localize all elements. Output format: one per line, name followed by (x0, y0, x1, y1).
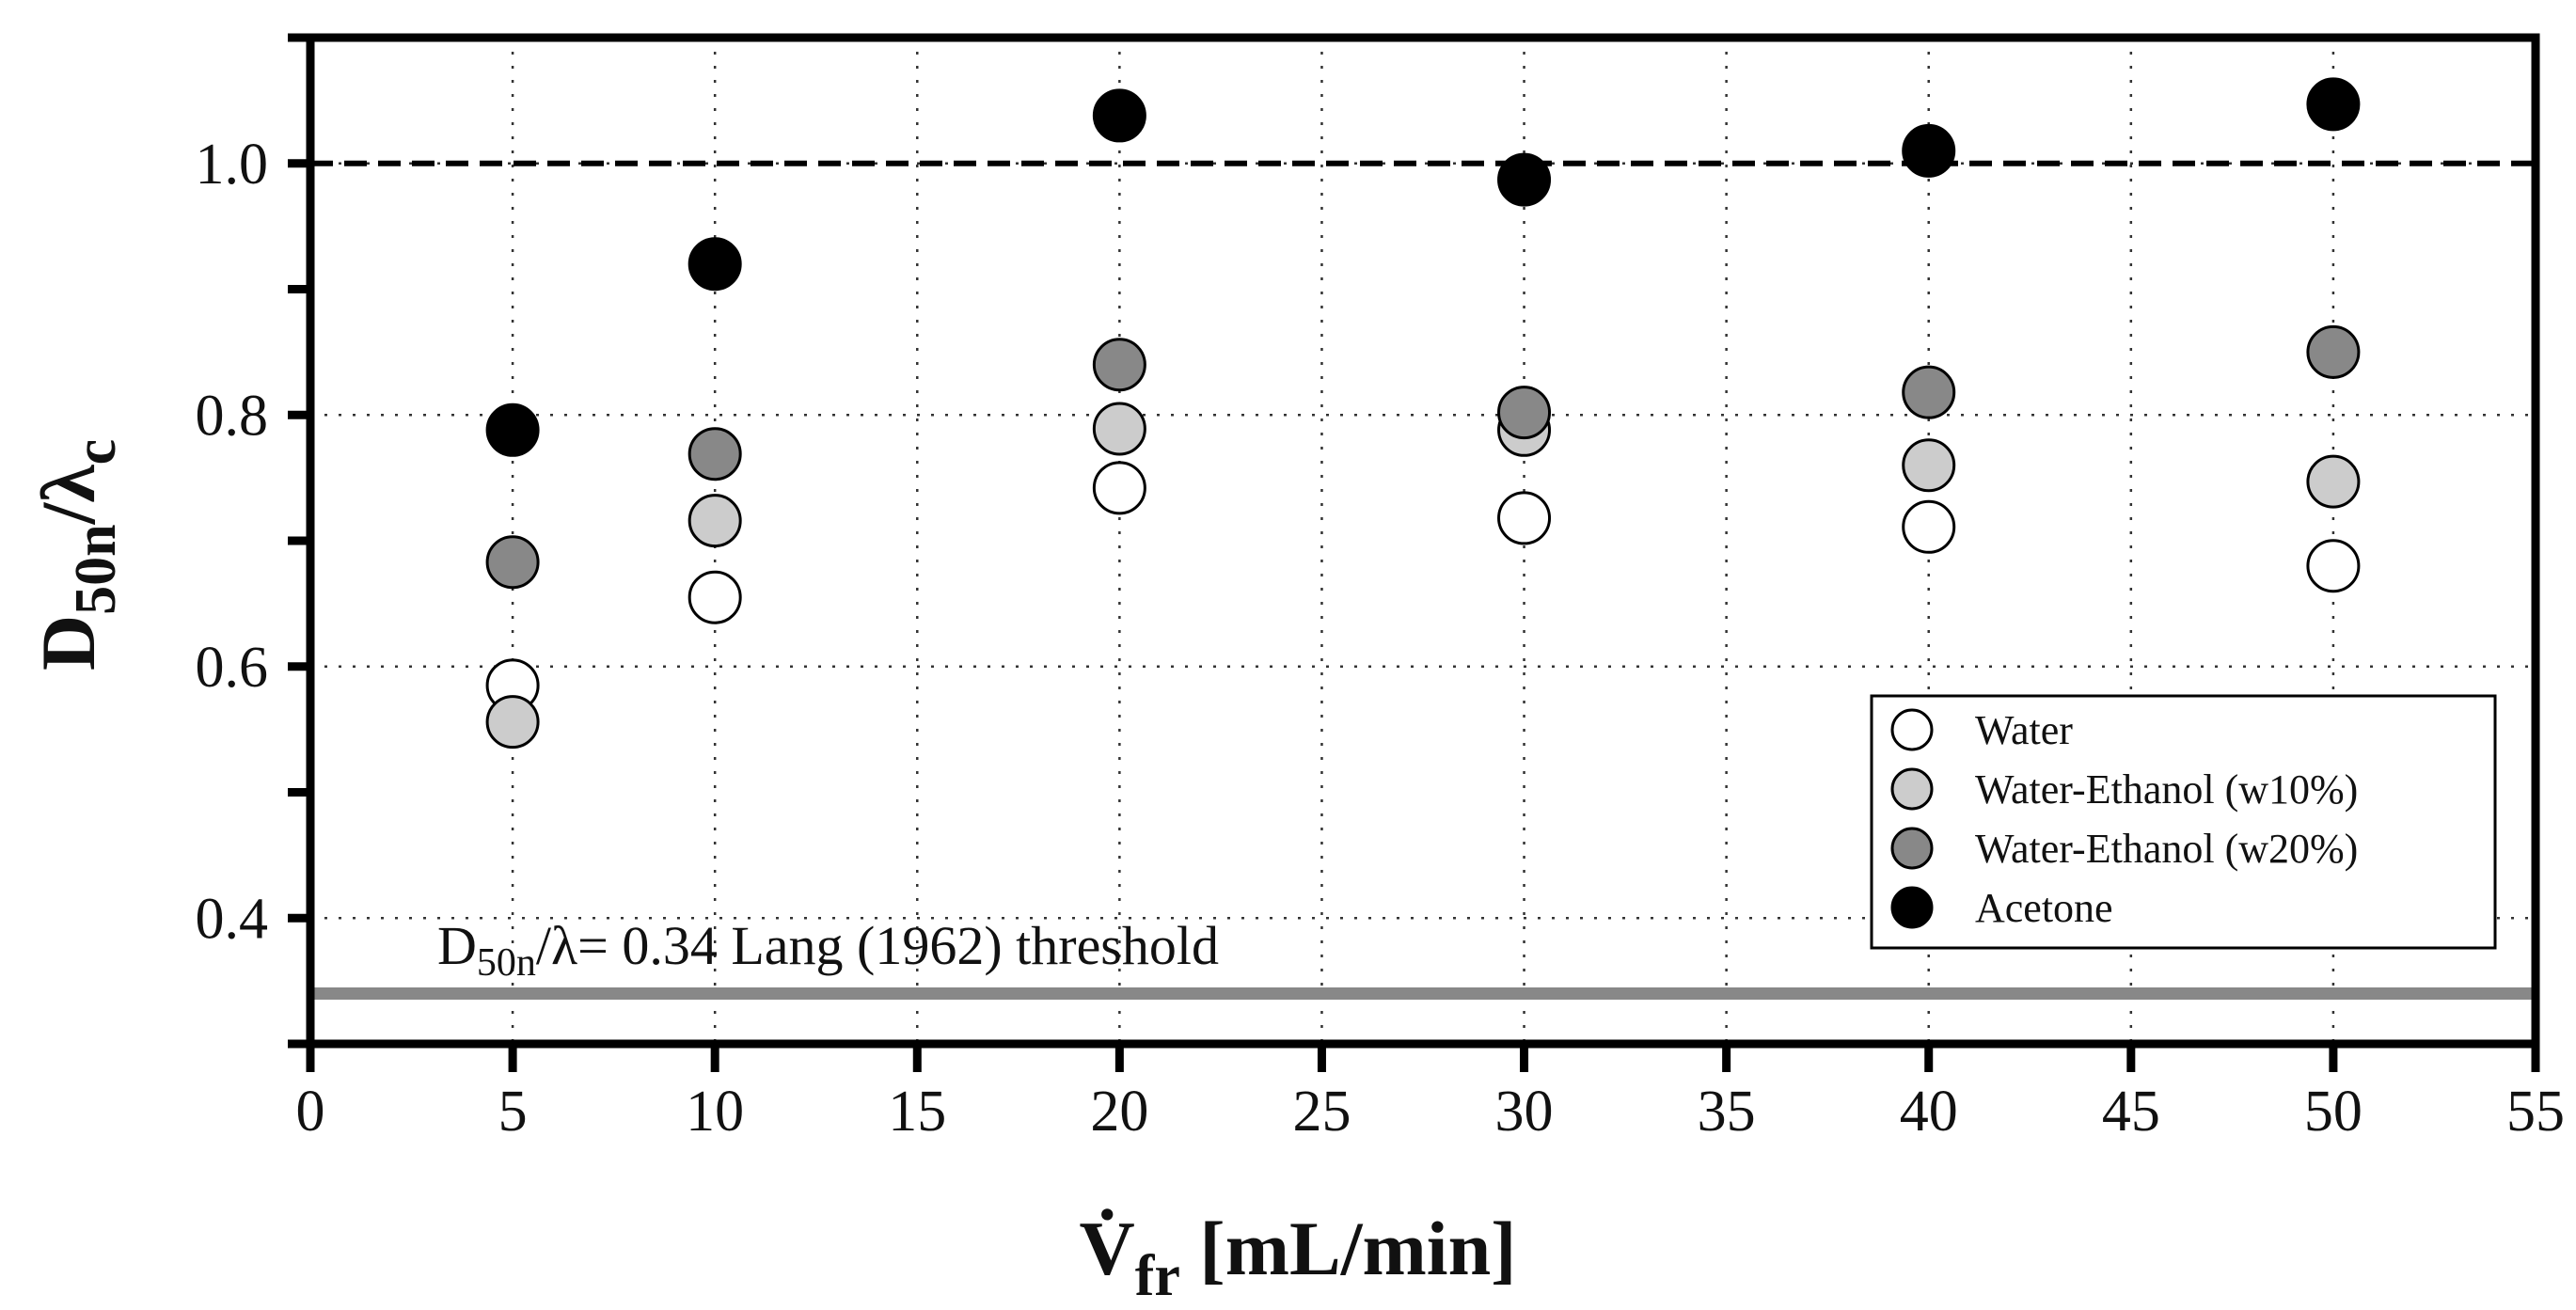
y-axis-title-mid: /λ (25, 465, 111, 526)
point-water-ethanol-w20 (1902, 365, 1956, 419)
x-axis-ticks: 0 5 10 15 20 25 30 35 40 45 50 55 (296, 1044, 2565, 1144)
y-axis-ticks: 0.4 0.6 0.8 1.0 (196, 33, 310, 1049)
x-tick-label: 55 (2506, 1080, 2565, 1144)
legend-marker (1890, 767, 1934, 811)
y-axis-title: D50n/λc (25, 439, 128, 671)
point-acetone (2306, 77, 2361, 132)
legend-label: Water (1975, 707, 2073, 753)
x-tick-label: 35 (1698, 1080, 1756, 1144)
point-water-ethanol-w20 (1497, 386, 1552, 440)
y-tick-label: 0.4 (196, 887, 269, 951)
x-tick-label: 15 (888, 1080, 946, 1144)
y-tick-label: 0.8 (196, 384, 269, 448)
x-axis-title: V̇fr [mL/min] (1080, 1206, 1517, 1308)
legend-marker (1890, 886, 1934, 929)
legend-label: Water-Ethanol (w20%) (1975, 826, 2358, 872)
x-tick-label: 30 (1495, 1080, 1554, 1144)
point-water-ethanol-w10 (1902, 438, 1956, 493)
y-axis-title-main: D (25, 615, 111, 671)
annotation-rest: /λ= 0.34 Lang (1962) threshold (536, 915, 1219, 976)
legend: Water Water-Ethanol (w10%) Water-Ethanol (… (1870, 694, 2497, 950)
legend-label: Acetone (1975, 885, 2113, 931)
x-tick-label: 10 (686, 1080, 744, 1144)
legend-box (1870, 694, 2497, 950)
x-tick-label: 45 (2102, 1080, 2160, 1144)
x-tick-label: 0 (296, 1080, 325, 1144)
annotation-sub: 50n (477, 941, 536, 985)
point-acetone (687, 237, 742, 292)
x-tick-label: 40 (1900, 1080, 1958, 1144)
point-acetone (1902, 123, 1956, 178)
point-acetone (485, 402, 540, 457)
x-tick-label: 20 (1090, 1080, 1148, 1144)
data-points (485, 77, 2361, 750)
point-water (1902, 499, 1956, 554)
point-water (1497, 491, 1552, 545)
point-water-ethanol-w10 (687, 494, 742, 548)
x-tick-label: 50 (2304, 1080, 2363, 1144)
point-water (2306, 539, 2361, 593)
threshold-annotation: D50n/λ= 0.34 Lang (1962) threshold (437, 915, 1219, 985)
y-axis-title-sub2: c (64, 439, 128, 466)
legend-label: Water-Ethanol (w10%) (1975, 766, 2358, 813)
point-water-ethanol-w20 (2306, 324, 2361, 379)
point-water-ethanol-w10 (485, 695, 540, 750)
point-acetone (1497, 152, 1552, 207)
x-tick-label: 5 (498, 1080, 528, 1144)
annotation-prefix: D (437, 915, 477, 976)
point-water-ethanol-w10 (1092, 402, 1146, 456)
x-axis-title-sub: fr (1135, 1244, 1180, 1308)
point-water (687, 570, 742, 624)
point-acetone (1092, 88, 1146, 143)
point-water-ethanol-w20 (485, 535, 540, 590)
point-water-ethanol-w10 (2306, 454, 2361, 509)
y-tick-label: 0.6 (196, 636, 269, 700)
legend-marker (1890, 827, 1934, 870)
reference-lines (310, 160, 2536, 1000)
x-axis-title-main: V̇ (1080, 1206, 1135, 1291)
y-tick-label: 1.0 (196, 133, 269, 197)
point-water (1092, 461, 1146, 515)
legend-marker (1890, 708, 1934, 751)
x-tick-label: 25 (1292, 1080, 1351, 1144)
point-water-ethanol-w20 (687, 427, 742, 481)
x-axis-title-rest: [mL/min] (1180, 1206, 1517, 1291)
point-water-ethanol-w20 (1092, 338, 1146, 392)
y-axis-title-sub1: 50n (64, 524, 128, 614)
